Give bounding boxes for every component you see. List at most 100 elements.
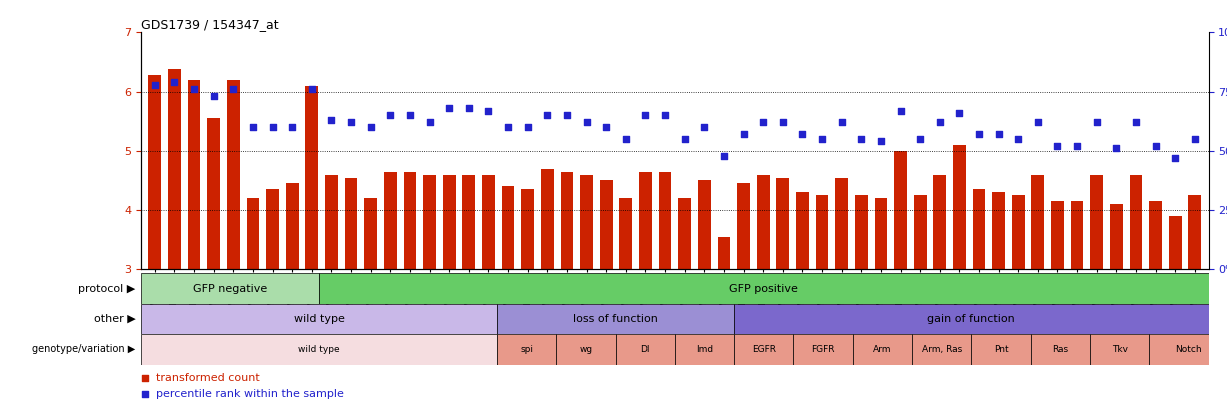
Bar — [1169, 216, 1182, 269]
Point — [1146, 143, 1166, 149]
Point — [380, 112, 400, 119]
Text: other ▶: other ▶ — [93, 314, 135, 324]
Point — [420, 119, 439, 126]
Point — [655, 112, 675, 119]
Point — [263, 124, 282, 130]
Text: wg: wg — [579, 345, 593, 354]
Bar — [384, 172, 396, 269]
Point — [852, 136, 871, 142]
Bar — [266, 190, 279, 269]
Bar — [1189, 195, 1201, 269]
Bar — [675, 334, 734, 364]
Point — [930, 119, 950, 126]
Point — [891, 107, 910, 114]
Text: GDS1739 / 154347_at: GDS1739 / 154347_at — [141, 18, 279, 31]
Point — [537, 112, 557, 119]
Bar — [286, 183, 298, 269]
Bar — [894, 151, 907, 269]
Point — [812, 136, 832, 142]
Bar — [325, 175, 337, 269]
Bar — [855, 195, 867, 269]
Bar — [1032, 175, 1044, 269]
Point — [204, 93, 223, 100]
Point — [361, 124, 380, 130]
Point — [164, 79, 184, 85]
Text: FGFR: FGFR — [811, 345, 834, 354]
Bar — [853, 334, 912, 364]
Text: genotype/variation ▶: genotype/variation ▶ — [32, 344, 135, 354]
Bar — [556, 334, 616, 364]
Point — [910, 136, 930, 142]
Text: Notch: Notch — [1175, 345, 1202, 354]
Bar — [875, 198, 887, 269]
Point — [341, 119, 361, 126]
Point — [753, 119, 773, 126]
Bar — [227, 80, 239, 269]
Point — [184, 86, 204, 92]
Point — [1009, 136, 1028, 142]
Bar — [319, 273, 1209, 304]
Point — [1107, 145, 1126, 152]
Bar — [734, 334, 794, 364]
Point — [1185, 136, 1205, 142]
Bar — [364, 198, 377, 269]
Point — [989, 131, 1009, 138]
Bar — [718, 237, 730, 269]
Bar — [148, 75, 161, 269]
Bar — [1052, 201, 1064, 269]
Bar — [639, 172, 652, 269]
Bar — [616, 334, 675, 364]
Bar — [1031, 334, 1090, 364]
Bar — [443, 175, 455, 269]
Bar — [497, 304, 734, 334]
Text: transformed count: transformed count — [156, 373, 260, 383]
Point — [498, 124, 518, 130]
Text: Imd: Imd — [696, 345, 713, 354]
Point — [302, 86, 321, 92]
Point — [1166, 155, 1185, 161]
Point — [636, 112, 655, 119]
Point — [321, 117, 341, 123]
Bar — [502, 186, 514, 269]
Text: Dl: Dl — [640, 345, 650, 354]
Bar — [306, 86, 318, 269]
Point — [557, 112, 577, 119]
Text: wild type: wild type — [298, 345, 340, 354]
Point — [400, 112, 420, 119]
Point — [714, 152, 734, 159]
Text: Tkv: Tkv — [1112, 345, 1128, 354]
Bar — [561, 172, 573, 269]
Bar — [659, 172, 671, 269]
Bar — [541, 168, 553, 269]
Bar — [141, 304, 497, 334]
Bar — [521, 190, 534, 269]
Point — [734, 131, 753, 138]
Point — [223, 86, 243, 92]
Bar — [1130, 175, 1142, 269]
Bar — [993, 192, 1005, 269]
Text: wild type: wild type — [293, 314, 345, 324]
Bar — [620, 198, 632, 269]
Point — [352, 323, 372, 329]
Bar — [168, 69, 180, 269]
Point — [969, 131, 989, 138]
Text: Arm: Arm — [874, 345, 892, 354]
Bar — [737, 183, 750, 269]
Bar — [679, 198, 691, 269]
Text: GFP positive: GFP positive — [729, 284, 799, 294]
Bar — [1150, 334, 1227, 364]
Text: Pnt: Pnt — [994, 345, 1009, 354]
Point — [832, 119, 852, 126]
Point — [596, 124, 616, 130]
Point — [950, 110, 969, 116]
Bar — [423, 175, 436, 269]
Bar — [836, 177, 848, 269]
Bar — [1150, 201, 1162, 269]
Bar — [734, 304, 1209, 334]
Bar — [757, 175, 769, 269]
Text: EGFR: EGFR — [752, 345, 775, 354]
Point — [1126, 119, 1146, 126]
Bar — [247, 198, 259, 269]
Point — [282, 124, 302, 130]
Point — [479, 107, 498, 114]
